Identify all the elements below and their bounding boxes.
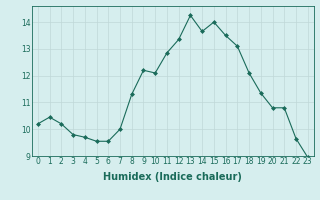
X-axis label: Humidex (Indice chaleur): Humidex (Indice chaleur)	[103, 172, 242, 182]
